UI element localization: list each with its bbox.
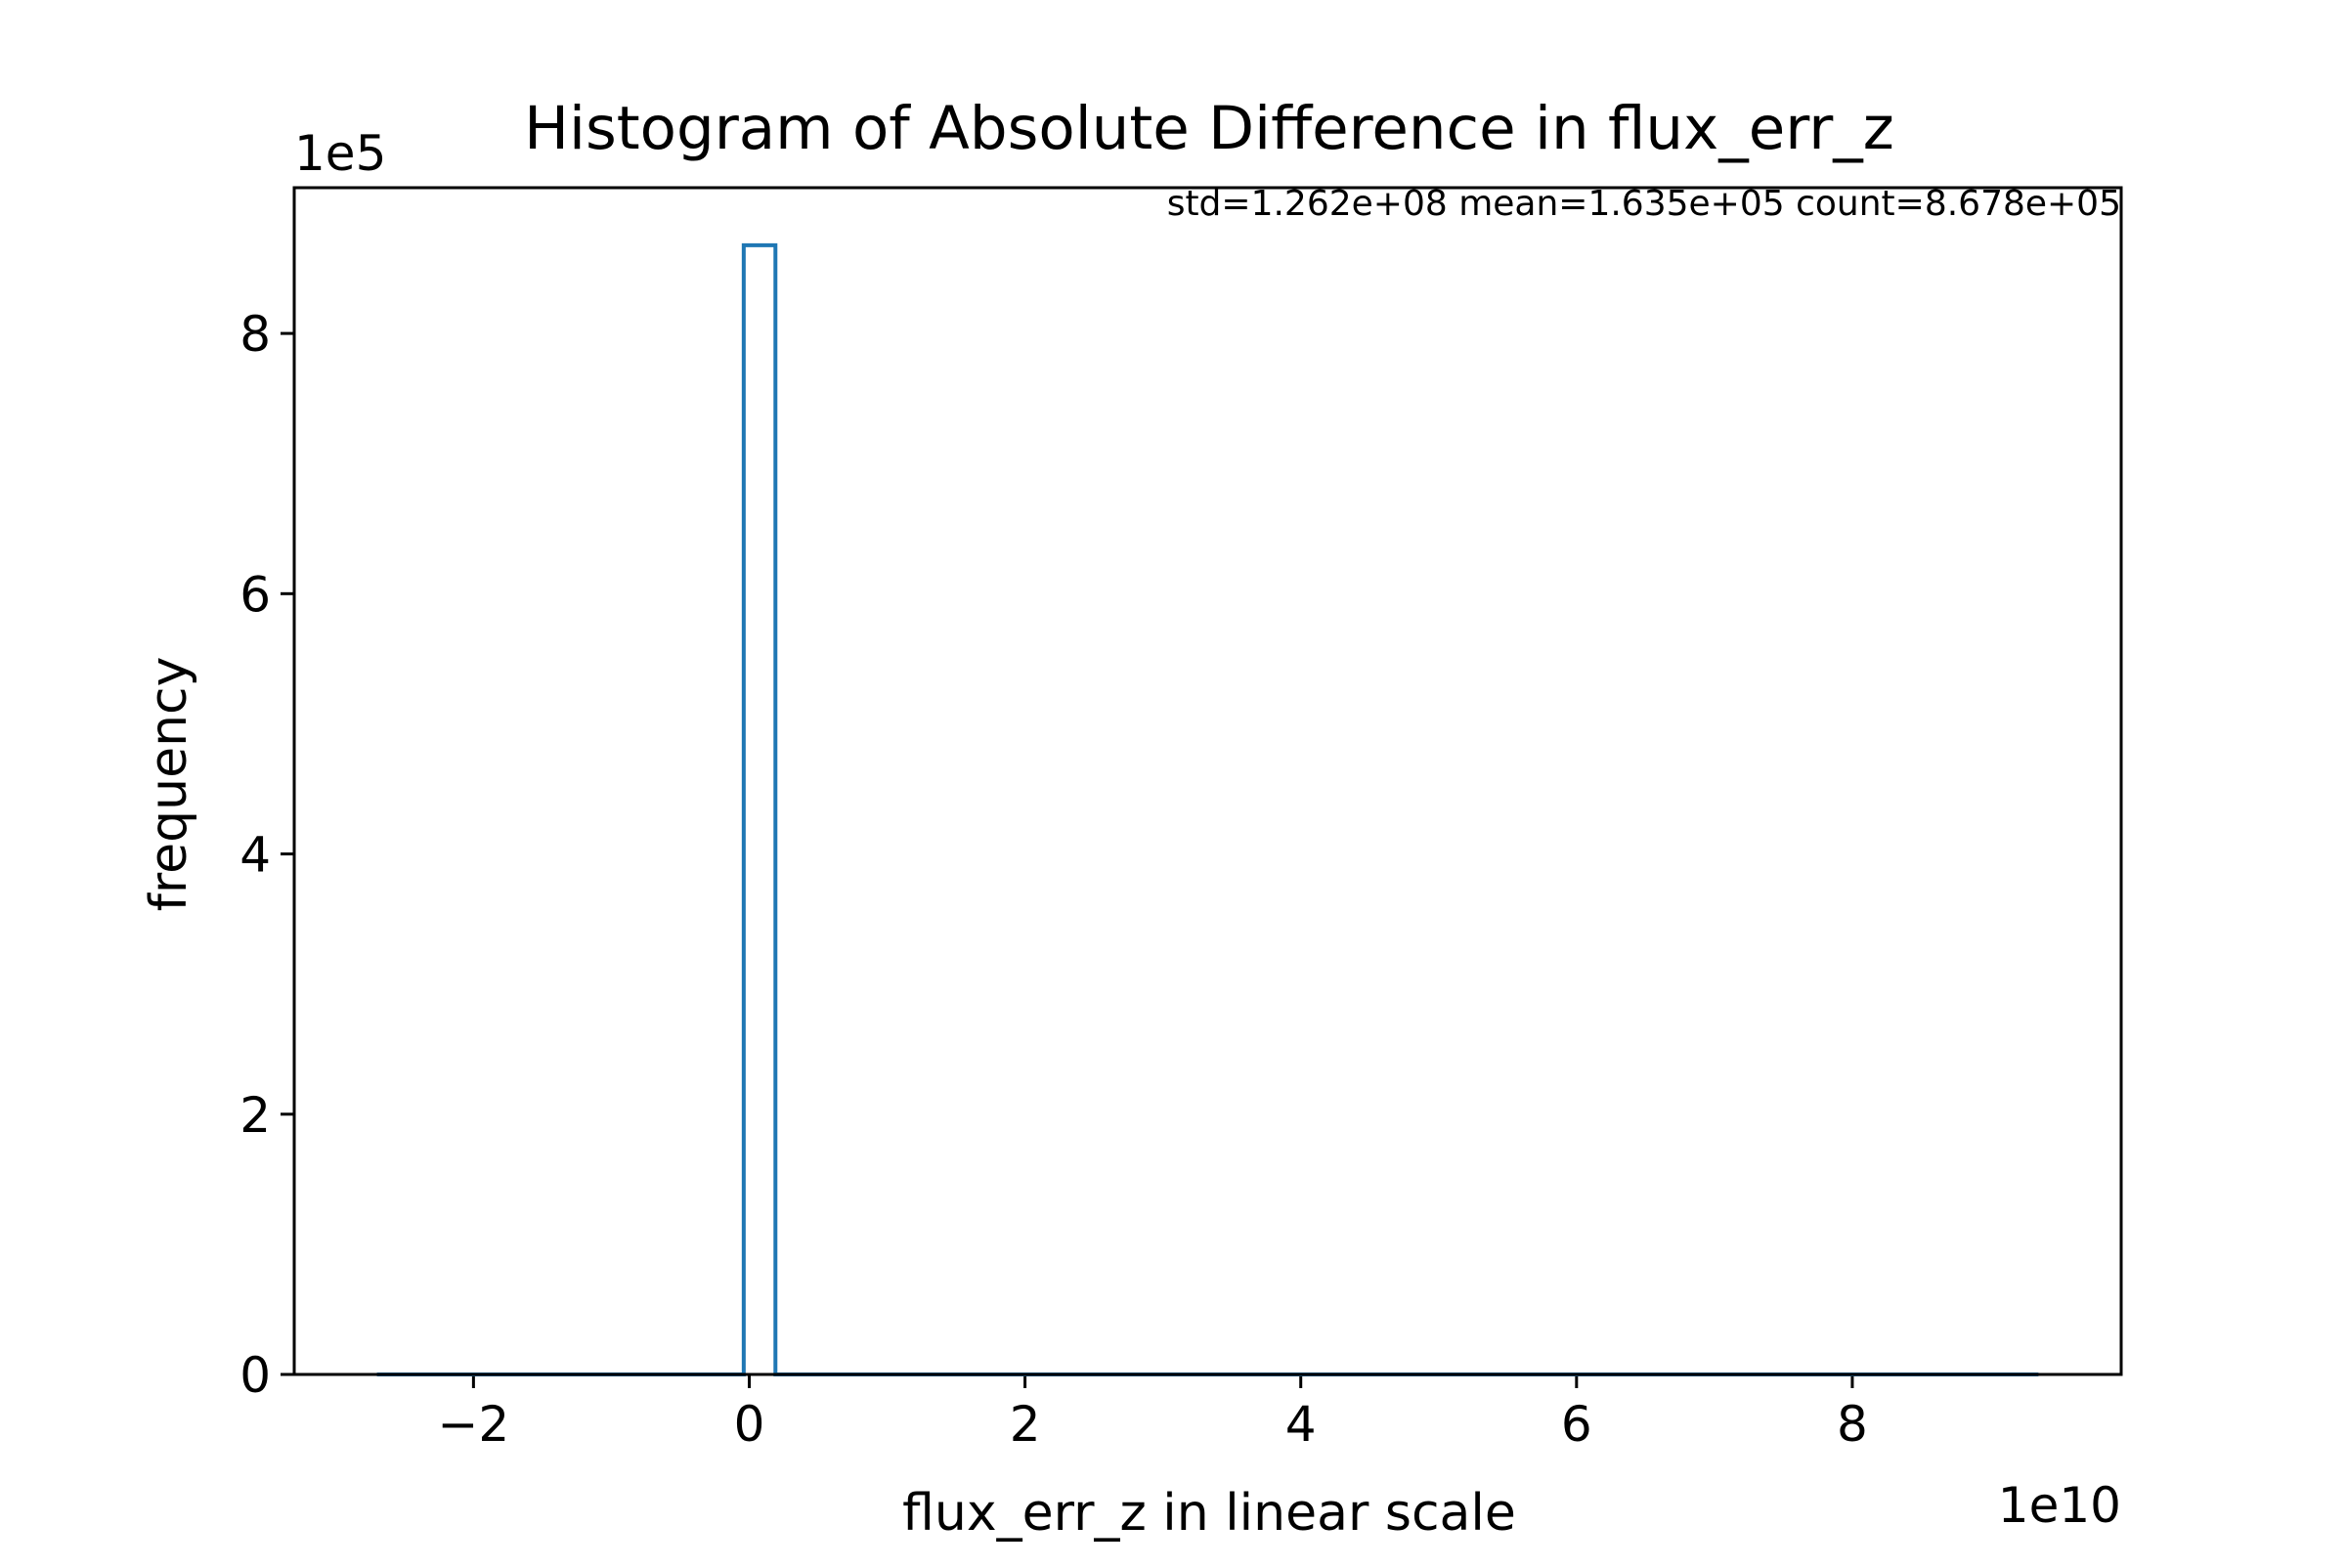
histogram-layer bbox=[376, 242, 2039, 1376]
chart-title: Histogram of Absolute Difference in flux… bbox=[524, 94, 1894, 163]
x-tick-label: 8 bbox=[1837, 1396, 1868, 1453]
chart-annotation: std=1.262e+08 mean=1.635e+05 count=8.678… bbox=[1167, 184, 2121, 224]
histogram-step-outline bbox=[376, 242, 2039, 1376]
x-axis-ticks: −2 0 2 4 6 8 bbox=[438, 1374, 1868, 1453]
x-tick-label: −2 bbox=[438, 1396, 510, 1453]
x-tick-label: 0 bbox=[734, 1396, 765, 1453]
x-offset-label: 1e10 bbox=[1998, 1477, 2121, 1534]
y-tick-label: 0 bbox=[239, 1347, 271, 1404]
x-tick-label: 4 bbox=[1285, 1396, 1317, 1453]
x-axis-label: flux_err_z in linear scale bbox=[902, 1484, 1516, 1543]
y-tick-label: 6 bbox=[239, 566, 271, 623]
histogram-bar bbox=[744, 245, 775, 1374]
y-tick-label: 2 bbox=[239, 1087, 271, 1144]
x-tick-label: 6 bbox=[1561, 1396, 1592, 1453]
plot-area-frame bbox=[292, 186, 2123, 1376]
y-tick-label: 4 bbox=[239, 827, 271, 884]
y-offset-label: 1e5 bbox=[294, 125, 386, 182]
y-axis-ticks: 0 2 4 6 8 bbox=[239, 306, 294, 1404]
x-tick-label: 2 bbox=[1010, 1396, 1041, 1453]
y-axis-label: frequency bbox=[140, 657, 198, 912]
y-tick-label: 8 bbox=[239, 306, 271, 363]
